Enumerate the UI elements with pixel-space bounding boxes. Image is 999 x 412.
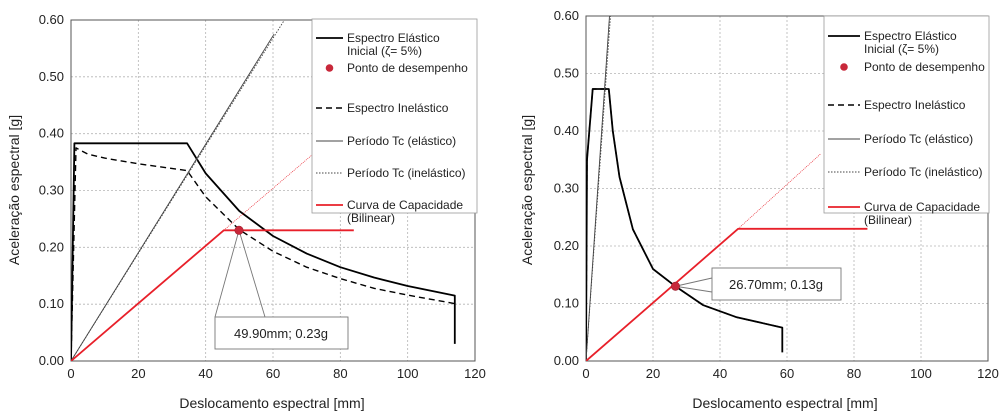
- legend: Espectro Elástico Inicial (ζ= 5%) Ponto de…: [823, 15, 990, 227]
- legend-label: Curva de Capacidade (Bilinear): [864, 200, 980, 227]
- annotation-label: 26.70mm; 0.13g: [729, 277, 823, 292]
- series-line: [71, 229, 354, 361]
- tick-labels: 0 20 40 60 80 100 120 0.00 0.10 0.20 0.30 0.40 0.50 0…: [39, 12, 486, 381]
- y-axis-label: Aceleração espectral [g]: [519, 115, 535, 265]
- y-axis-label: Aceleração espectral [g]: [6, 115, 22, 265]
- chart-right: 0 20 40 60 80 100 120 0.00 0.10 0.20 0.30 0.40 0.50 0…: [519, 8, 999, 411]
- legend-label: Espectro Elástico Inicial (ζ= 5%): [347, 31, 440, 58]
- performance-point: [670, 281, 680, 291]
- annotation-leader: [214, 230, 240, 318]
- y-tick-label: 0.50: [554, 66, 579, 81]
- annotation-box: [711, 267, 842, 301]
- y-tick-label: 0.10: [39, 296, 64, 311]
- annotation-leader: [238, 230, 266, 318]
- chart-left: 0 20 40 60 80 100 120 0.00 0.10 0.20 0.30 0.40 0.50 0…: [6, 12, 486, 411]
- x-tick-label: 100: [910, 366, 932, 381]
- x-tick-label: 20: [646, 366, 660, 381]
- legend-label: Período Tc (inelástico): [347, 166, 466, 180]
- y-tick-label: 0.30: [554, 181, 579, 196]
- y-tick-label: 0.50: [39, 69, 64, 84]
- annotation-box: [214, 316, 349, 350]
- legend-label: Período Tc (inelástico): [864, 165, 983, 179]
- x-axis-label: Deslocamento espectral [mm]: [179, 395, 364, 411]
- y-tick-label: 0.30: [39, 183, 64, 198]
- x-tick-label: 80: [333, 366, 347, 381]
- series-line: [71, 147, 455, 361]
- series-line: [223, 130, 341, 231]
- x-tick-label: 100: [397, 366, 419, 381]
- y-tick-label: 0.60: [39, 12, 64, 27]
- legend-label: Ponto de desempenho: [864, 60, 985, 74]
- x-tick-label: 60: [780, 366, 794, 381]
- legend-label: Espectro Inelástico: [864, 98, 966, 112]
- x-tick-label: 20: [131, 366, 145, 381]
- series-line: [71, 20, 285, 361]
- x-tick-label: 120: [464, 366, 486, 381]
- annotation: 49.90mm; 0.23g: [214, 225, 349, 350]
- annotation-label: 49.90mm; 0.23g: [234, 326, 328, 341]
- annotation: 26.70mm; 0.13g: [670, 267, 842, 301]
- series-group: [586, 16, 868, 361]
- legend-label: Espectro Elástico Inicial (ζ= 5%): [864, 29, 957, 56]
- tick-labels: 0 20 40 60 80 100 120 0.00 0.10 0.20 0.30 0.40 0.50 0…: [554, 8, 999, 381]
- series-group: [71, 20, 456, 361]
- y-tick-label: 0.60: [554, 8, 579, 23]
- legend-label: Período Tc (elástico): [347, 134, 456, 148]
- legend-marker: [840, 63, 848, 71]
- legend-marker: [325, 64, 334, 72]
- annotation-leader: [675, 277, 713, 287]
- series-line: [586, 88, 784, 361]
- legend-label: Curva de Capacidade (Bilinear): [347, 198, 463, 225]
- legend-box: [311, 18, 478, 214]
- y-tick-label: 0.10: [554, 296, 579, 311]
- y-tick-label: 0.00: [554, 353, 579, 368]
- x-tick-label: 0: [582, 366, 589, 381]
- x-tick-label: 80: [847, 366, 861, 381]
- y-tick-label: 0.00: [39, 353, 64, 368]
- x-tick-label: 40: [713, 366, 727, 381]
- series-line: [586, 88, 783, 361]
- legend-label: Período Tc (elástico): [864, 132, 973, 146]
- x-tick-label: 40: [198, 366, 212, 381]
- series-line: [71, 142, 456, 361]
- y-tick-label: 0.20: [39, 239, 64, 254]
- series-line: [737, 153, 821, 230]
- legend: Espectro Elástico Inicial (ζ= 5%) Ponto de…: [311, 18, 478, 225]
- annotation-leader: [675, 285, 713, 293]
- series-line: [586, 16, 611, 361]
- x-axis-label: Deslocamento espectral [mm]: [692, 395, 877, 411]
- legend-box: [823, 15, 990, 214]
- y-tick-label: 0.40: [39, 126, 64, 141]
- x-tick-label: 60: [266, 366, 280, 381]
- y-tick-label: 0.20: [554, 238, 579, 253]
- performance-point: [234, 225, 244, 235]
- legend-label: Espectro Inelástico: [347, 101, 449, 115]
- x-tick-label: 120: [977, 366, 999, 381]
- legend-label: Ponto de desempenho: [347, 61, 468, 75]
- y-tick-label: 0.40: [554, 123, 579, 138]
- x-tick-label: 0: [67, 366, 74, 381]
